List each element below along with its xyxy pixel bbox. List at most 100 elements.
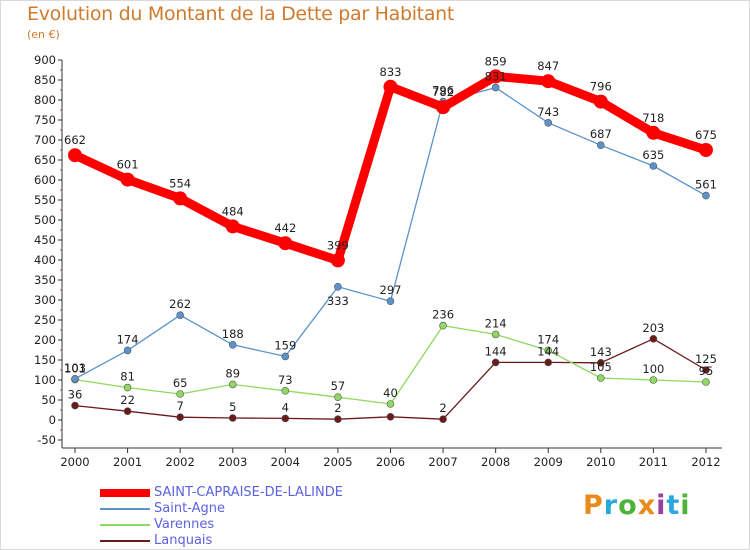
x-tick-label: 2002 [166,455,195,469]
legend-swatch-lanquais [100,540,150,542]
chart-unit: (en €) [27,28,60,41]
data-point [488,69,503,84]
data-point [649,376,658,384]
data-point [176,311,184,320]
y-tick-label: 0 [49,413,56,427]
data-point [439,321,447,330]
data-point [383,79,398,94]
chart-title: Evolution du Montant de la Dette par Hab… [27,3,455,25]
data-label: 103 [64,361,86,375]
data-point [541,74,556,89]
data-point [646,125,661,140]
data-label: 81 [120,370,135,384]
data-label: 143 [590,345,612,359]
data-label: 214 [485,316,507,330]
x-tick-label: 2000 [60,455,89,469]
data-label: 203 [642,321,664,335]
data-point [173,191,188,206]
data-point [386,412,395,421]
data-point [281,414,290,423]
y-tick-label: 200 [34,333,56,347]
data-point [334,393,342,402]
proxiti-logo: Proxiti [583,490,691,521]
x-tick-label: 2012 [691,455,720,469]
data-point [334,282,342,291]
data-point [176,413,184,422]
data-label: 144 [537,344,559,358]
data-label: 7 [176,399,183,413]
data-point [649,162,658,170]
data-point [593,94,608,109]
data-point [596,358,605,367]
data-point [68,148,82,163]
data-label: 125 [695,352,717,366]
x-tick-label: 2005 [323,455,352,469]
data-point [123,407,132,416]
data-point [544,358,553,367]
data-point [702,378,710,386]
y-tick-label: 700 [34,133,56,147]
y-tick-label: 650 [34,153,56,167]
data-point [281,386,290,395]
data-point [544,119,553,127]
x-tick-label: 2006 [376,455,405,469]
x-tick-label: 2008 [481,455,510,469]
data-point [491,358,500,367]
data-label: 144 [485,344,507,358]
y-tick-label: 500 [34,213,56,227]
data-label: 40 [383,386,398,400]
data-label: 399 [327,238,349,252]
data-point [281,352,290,361]
data-point [334,415,342,424]
data-point [386,400,395,408]
data-label: 101 [64,362,86,376]
data-label: 65 [173,376,188,390]
y-tick-label: 150 [34,353,56,367]
data-label: 159 [274,338,296,352]
logo-letter: t [666,490,681,521]
data-point [544,346,553,355]
x-tick-label: 2007 [428,455,457,469]
data-label: 100 [642,362,664,376]
legend-label: Lanquais [154,533,213,548]
data-label: 22 [120,393,135,407]
y-tick-label: 100 [34,373,56,387]
data-label: 174 [117,332,139,346]
y-tick-label: 750 [34,113,56,127]
data-label: 743 [537,105,559,119]
data-point [702,366,710,374]
y-tick-label: 900 [34,53,56,67]
logo-letter: r [603,490,619,521]
data-point [330,253,345,268]
y-tick-label: 350 [34,273,56,287]
y-tick-label: 550 [34,193,56,207]
data-label: 687 [590,127,612,141]
logo-letter: o [618,490,638,521]
y-tick-label: 300 [34,293,56,307]
data-point [228,380,237,389]
data-point [123,383,132,392]
data-point [176,390,184,398]
data-point [120,172,135,187]
data-point [491,330,500,339]
data-point [436,100,451,115]
data-point [649,334,658,343]
data-label: 2 [439,401,446,415]
x-tick-label: 2011 [639,455,668,469]
data-point [123,346,132,355]
series-line [70,71,711,265]
data-point [386,297,395,306]
data-label: 662 [64,133,86,147]
data-label: 718 [642,111,664,125]
data-point [596,141,605,149]
data-label: 554 [169,176,191,190]
y-tick-label: 50 [41,393,56,407]
data-label: 561 [695,178,717,192]
data-label: 4 [282,400,289,414]
data-label: 333 [327,294,349,308]
x-tick-label: 2010 [586,455,615,469]
data-label: 796 [590,80,612,94]
y-tick-label: 250 [34,313,56,327]
